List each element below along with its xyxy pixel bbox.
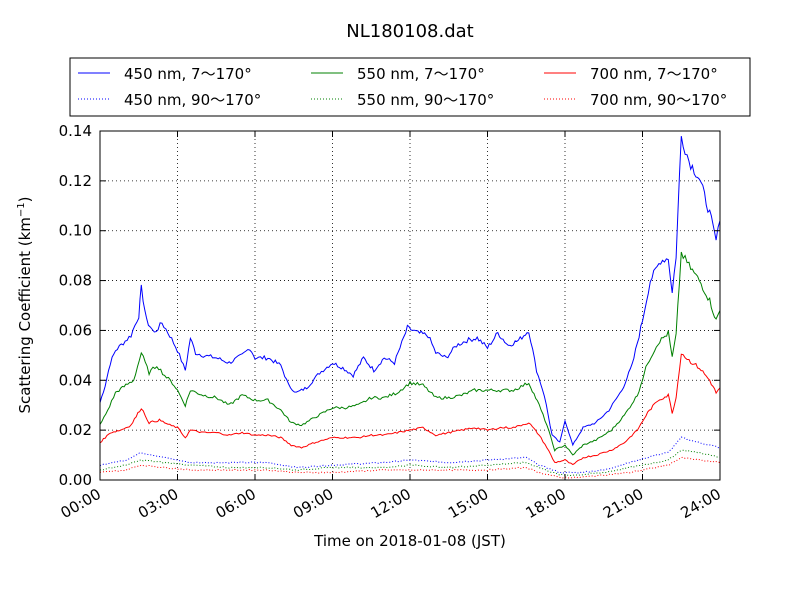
- x-tick-label: 03:00: [135, 485, 181, 522]
- y-axis-label-sup: −1: [16, 202, 27, 217]
- legend: 450 nm, 7～170° 550 nm, 7～170° 700 nm, 7～17…: [69, 57, 751, 117]
- legend-label: 550 nm, 90～170°: [357, 91, 494, 109]
- y-tick-label: 0.08: [59, 272, 92, 290]
- legend-label: 450 nm, 90～170°: [124, 91, 261, 109]
- y-tick-label: 0.10: [59, 222, 92, 240]
- grid: [100, 131, 720, 480]
- series-line: [99, 251, 721, 456]
- y-axis: 0.00 0.02 0.04 0.06 0.08 0.10 0.12 0.14: [59, 122, 720, 489]
- x-axis: 00:00 03:00 06:00 09:00 12:00 15:00 18:00 21:00…: [58, 131, 724, 522]
- x-tick-label: 12:00: [368, 485, 414, 522]
- series-line: [99, 353, 721, 466]
- y-axis-label: Scattering Coefficient (km−1): [16, 196, 34, 413]
- y-tick-label: 0.02: [59, 421, 92, 439]
- y-axis-label-close: ): [16, 196, 34, 202]
- legend-label: 700 nm, 7～170°: [590, 65, 718, 83]
- x-axis-label: Time on 2018-01-08 (JST): [313, 532, 506, 550]
- x-tick-label: 09:00: [290, 485, 336, 522]
- legend-label: 550 nm, 7～170°: [357, 65, 485, 83]
- legend-label: 700 nm, 90～170°: [590, 91, 727, 109]
- series-layer: [99, 136, 721, 479]
- series-line: [99, 136, 721, 447]
- y-tick-label: 0.06: [59, 321, 92, 339]
- y-tick-label: 0.12: [59, 172, 92, 190]
- x-tick-label: 15:00: [445, 485, 491, 522]
- x-tick-label: 24:00: [678, 485, 724, 522]
- y-axis-label-main: Scattering Coefficient (km: [16, 217, 34, 413]
- legend-label: 450 nm, 7～170°: [124, 65, 252, 83]
- x-tick-label: 21:00: [600, 485, 646, 522]
- y-tick-label: 0.00: [59, 471, 92, 489]
- legend-box: [69, 57, 751, 117]
- series-line: [99, 436, 720, 474]
- y-tick-label: 0.04: [59, 371, 92, 389]
- x-tick-label: 00:00: [58, 485, 104, 522]
- x-tick-label: 18:00: [523, 485, 569, 522]
- chart-title: NL180108.dat: [346, 21, 473, 42]
- series-line: [99, 449, 721, 477]
- x-tick-label: 06:00: [213, 485, 259, 522]
- y-tick-label: 0.14: [59, 122, 92, 140]
